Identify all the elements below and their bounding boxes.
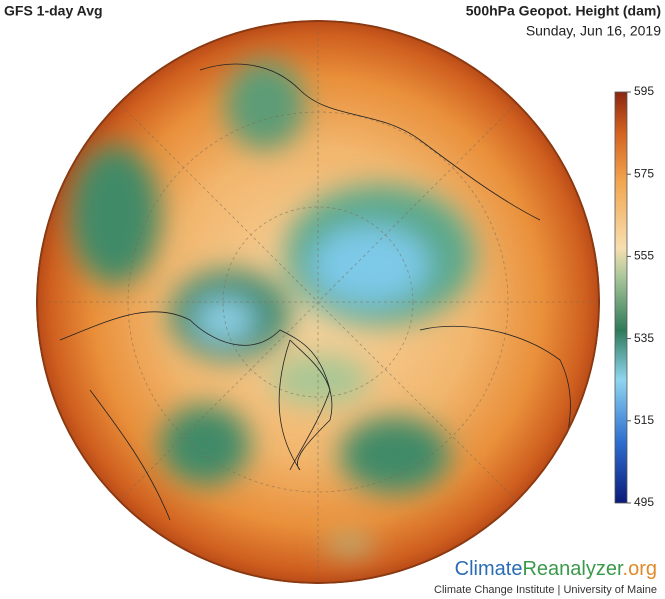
colorbar-tick-label: 495 [634, 495, 654, 509]
credit: Climate Change Institute | University of… [434, 584, 657, 596]
colorbar-tick-label: 575 [634, 166, 654, 180]
colorbar: 595 575 555 535 515 495 [614, 84, 654, 509]
variable: 500hPa Geopot. Height (dam) [466, 3, 661, 19]
colorbar-tick-label: 555 [634, 249, 654, 263]
colorbar-tick-label: 595 [634, 84, 654, 98]
logo-part: Reanalyzer [522, 558, 624, 580]
logo-part: .org [623, 558, 657, 580]
logo-part: Climate [455, 558, 523, 580]
title: GFS 1-day Avg [4, 3, 103, 19]
colorbar-ramp [614, 91, 628, 504]
date: Sunday, Jun 16, 2019 [526, 23, 661, 39]
colorbar-tick-label: 515 [634, 413, 654, 427]
colorbar-tick-label: 535 [634, 331, 654, 345]
logo: ClimateReanalyzer.org [455, 558, 657, 580]
globe [36, 20, 600, 584]
